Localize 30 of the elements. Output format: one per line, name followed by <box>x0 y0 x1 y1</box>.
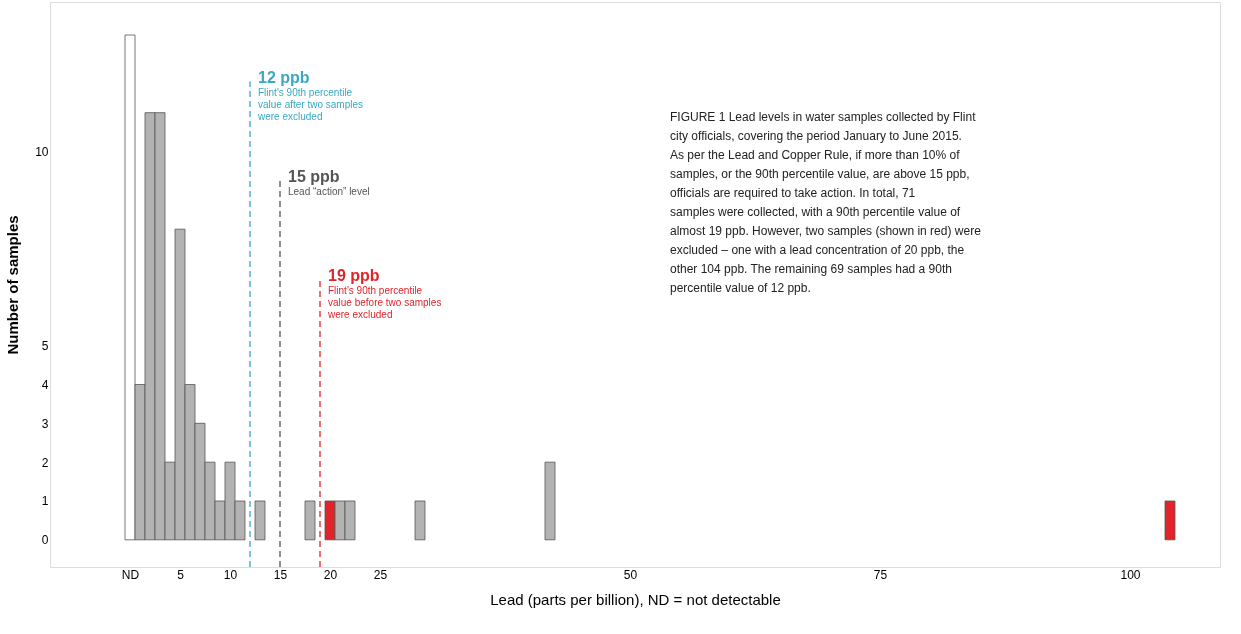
text: FIGURE 1 Lead levels in water samples collected by Flint city officials, covering the period January to June 2015. As per the Lead and Copper Rule, if more than 10% of samples, or the 90th percentile value, are above 15 ppb, officials are required to take action. In total, 71 samples were collected, with a 90th percentile value of almost 19 ppb. However, two samples (shown in red) were excluded – one with a lead concentration of 20 ppb, the other 104 ppb. The remaining 69 samples had a 90th percentile value of 12 ppb. <box>670 110 981 295</box>
x-axis-title: Lead (parts per billion), ND = not detectable <box>490 590 781 608</box>
y-tick-label: 0 <box>41 533 49 548</box>
annotation: Flint's 90th percentile value after two samples were excluded <box>257 86 364 122</box>
x-tick-label: 75 <box>873 567 888 582</box>
y-tick-label: 4 <box>41 377 49 392</box>
x-tick-label: 5 <box>177 567 185 582</box>
y-axis-title: Number of samples <box>4 215 22 355</box>
y-tick-label: 1 <box>41 494 49 509</box>
x-tick-label: 15 <box>273 567 288 582</box>
annotation: Flint's 90th percentile value before two samples were excluded <box>327 284 442 320</box>
x-tick-label: 10 <box>223 567 238 582</box>
ref-line-label: 19 ppb <box>328 266 380 284</box>
annotation: Lead “action” level <box>288 185 370 197</box>
y-tick-label: 2 <box>41 455 49 470</box>
x-tick-label: ND <box>121 567 140 582</box>
ref-line-label: 15 ppb <box>288 167 340 185</box>
x-tick-label: 100 <box>1120 567 1141 582</box>
y-tick-label: 10 <box>35 145 49 159</box>
bar <box>544 461 556 541</box>
y-tick-label: 5 <box>41 339 49 354</box>
bar <box>414 500 426 541</box>
bar <box>304 500 316 541</box>
bar <box>1164 500 1176 541</box>
x-tick-label: 50 <box>623 567 638 582</box>
x-tick-label: 25 <box>373 567 388 582</box>
ref-line-label: 12 ppb <box>258 68 310 86</box>
bar <box>254 500 266 541</box>
x-tick-label: 20 <box>323 567 338 582</box>
y-tick-label: 3 <box>41 416 49 431</box>
